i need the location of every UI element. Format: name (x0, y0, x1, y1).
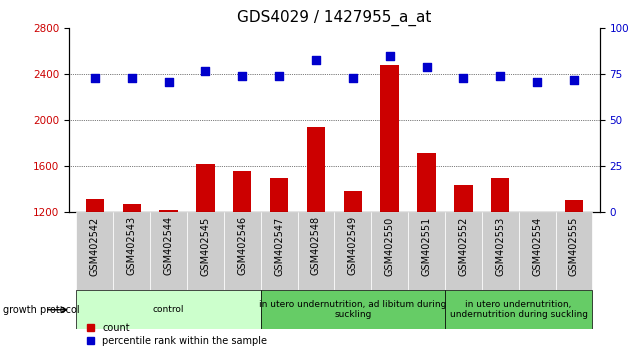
Bar (85, 199, 104, 350)
Point (237, 73, 247, 79)
Bar (113, 212, 150, 290)
Bar (371, 212, 408, 290)
Bar (160, 210, 178, 350)
Bar (261, 212, 298, 290)
Text: GSM402542: GSM402542 (90, 216, 100, 275)
Text: GSM402546: GSM402546 (237, 216, 247, 275)
Point (532, 79, 542, 85)
Bar (418, 153, 436, 350)
Text: GSM402545: GSM402545 (200, 216, 210, 275)
Bar (298, 212, 335, 290)
Point (200, 68, 210, 74)
Point (458, 75, 468, 81)
Text: GSM402543: GSM402543 (127, 216, 137, 275)
Text: growth protocol: growth protocol (3, 305, 80, 315)
Bar (270, 178, 288, 350)
Point (569, 77, 579, 83)
Point (495, 73, 506, 79)
Text: control: control (153, 305, 185, 314)
Bar (491, 178, 509, 350)
Text: GSM402548: GSM402548 (311, 216, 321, 275)
Text: GSM402547: GSM402547 (274, 216, 284, 275)
Bar (528, 221, 546, 350)
Point (163, 79, 173, 85)
Bar (224, 212, 261, 290)
Bar (381, 65, 399, 350)
Bar (445, 290, 592, 329)
Point (385, 53, 395, 59)
Bar (519, 212, 556, 290)
Bar (565, 200, 583, 350)
Bar (335, 212, 371, 290)
Text: GSM402554: GSM402554 (532, 216, 542, 275)
Bar (77, 290, 261, 329)
Point (90, 75, 100, 81)
Text: in utero undernutrition,
undernutrition during suckling: in utero undernutrition, undernutrition … (450, 300, 588, 319)
Text: GSM402550: GSM402550 (385, 216, 394, 275)
Title: GDS4029 / 1427955_a_at: GDS4029 / 1427955_a_at (237, 9, 431, 25)
Bar (196, 164, 215, 350)
Bar (454, 185, 473, 350)
Text: GSM402555: GSM402555 (569, 216, 579, 276)
Bar (344, 190, 362, 350)
Text: GSM402551: GSM402551 (421, 216, 431, 275)
Bar (261, 290, 445, 329)
Point (348, 75, 358, 81)
Bar (150, 212, 187, 290)
Text: GSM402553: GSM402553 (495, 216, 506, 275)
Legend: count, percentile rank within the sample: count, percentile rank within the sample (87, 323, 267, 346)
Point (274, 73, 284, 79)
Bar (482, 212, 519, 290)
Point (421, 64, 431, 70)
Point (311, 57, 321, 62)
Point (127, 75, 137, 81)
Bar (445, 212, 482, 290)
Bar (122, 204, 141, 350)
Bar (233, 171, 251, 350)
Bar (77, 212, 113, 290)
Text: in utero undernutrition, ad libitum during
suckling: in utero undernutrition, ad libitum duri… (259, 300, 447, 319)
Text: GSM402549: GSM402549 (348, 216, 358, 275)
Text: GSM402552: GSM402552 (458, 216, 468, 276)
Bar (187, 212, 224, 290)
Bar (408, 212, 445, 290)
Bar (556, 212, 592, 290)
Text: GSM402544: GSM402544 (163, 216, 173, 275)
Bar (306, 127, 325, 350)
